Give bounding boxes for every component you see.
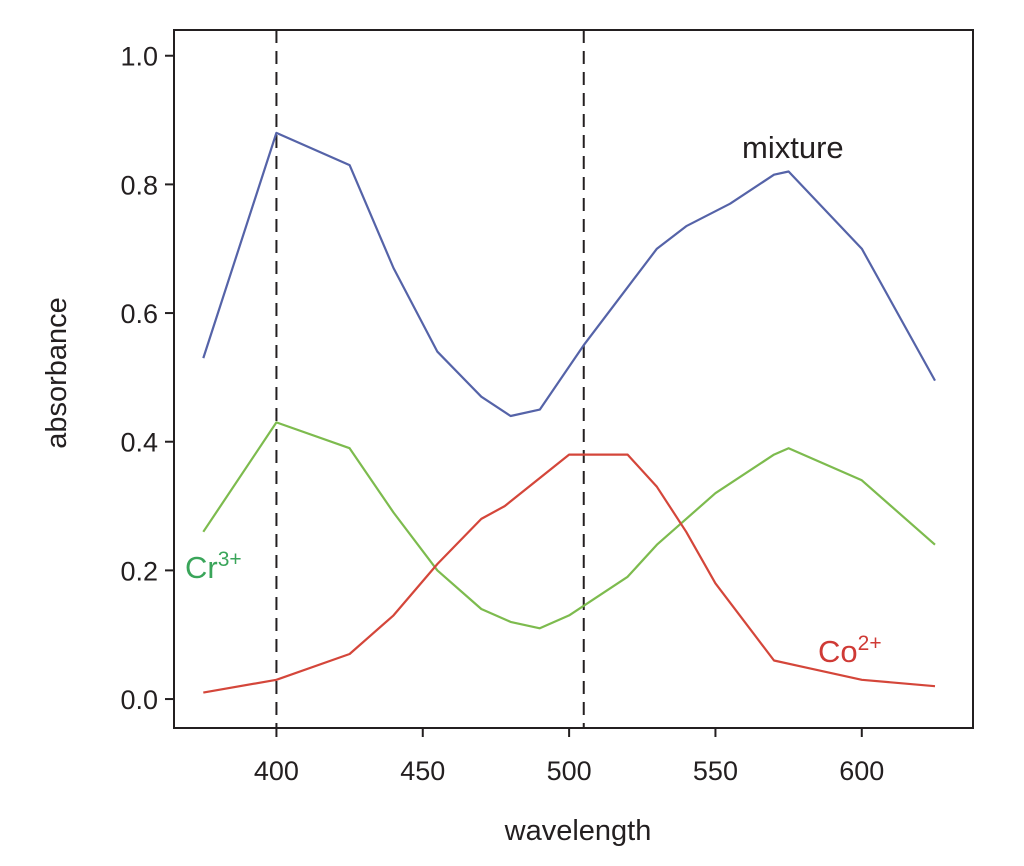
plot-frame: [173, 29, 974, 729]
series-label-co-sup: 2+: [858, 632, 882, 655]
series-label-co-base: Co: [818, 634, 858, 669]
series-line-co: [203, 453, 936, 694]
x-axis-label: wavelength: [504, 815, 652, 847]
y-tick-label: 1.0: [120, 42, 158, 72]
x-tick-label: 400: [254, 756, 299, 786]
series-line-mixture: [202, 131, 936, 418]
y-axis-label: absorbance: [41, 297, 73, 449]
x-tick-label: 450: [400, 756, 445, 786]
x-tick-label: 600: [839, 756, 884, 786]
y-tick-label: 0.4: [120, 428, 158, 458]
reference-lines: [275, 30, 585, 728]
x-tick-label: 500: [547, 756, 592, 786]
y-tick-label: 0.2: [120, 556, 158, 586]
y-tick-label: 0.6: [120, 299, 158, 329]
series-label-mixture: mixture: [742, 130, 844, 165]
series-line-cr: [202, 421, 936, 630]
series-lines: [202, 131, 936, 694]
x-axis: 400 450 500 550 600: [254, 728, 884, 786]
series-label-cr-sup: 3+: [218, 548, 242, 571]
y-tick-label: 0.8: [120, 170, 158, 200]
series-label-cr-base: Cr: [185, 550, 218, 585]
y-tick-label: 0.0: [120, 685, 158, 715]
series-label-co: Co2+: [818, 632, 882, 669]
series-label-cr: Cr3+: [185, 548, 242, 585]
y-axis: 0.0 0.2 0.4 0.6 0.8 1.0: [120, 42, 174, 715]
x-tick-label: 550: [693, 756, 738, 786]
